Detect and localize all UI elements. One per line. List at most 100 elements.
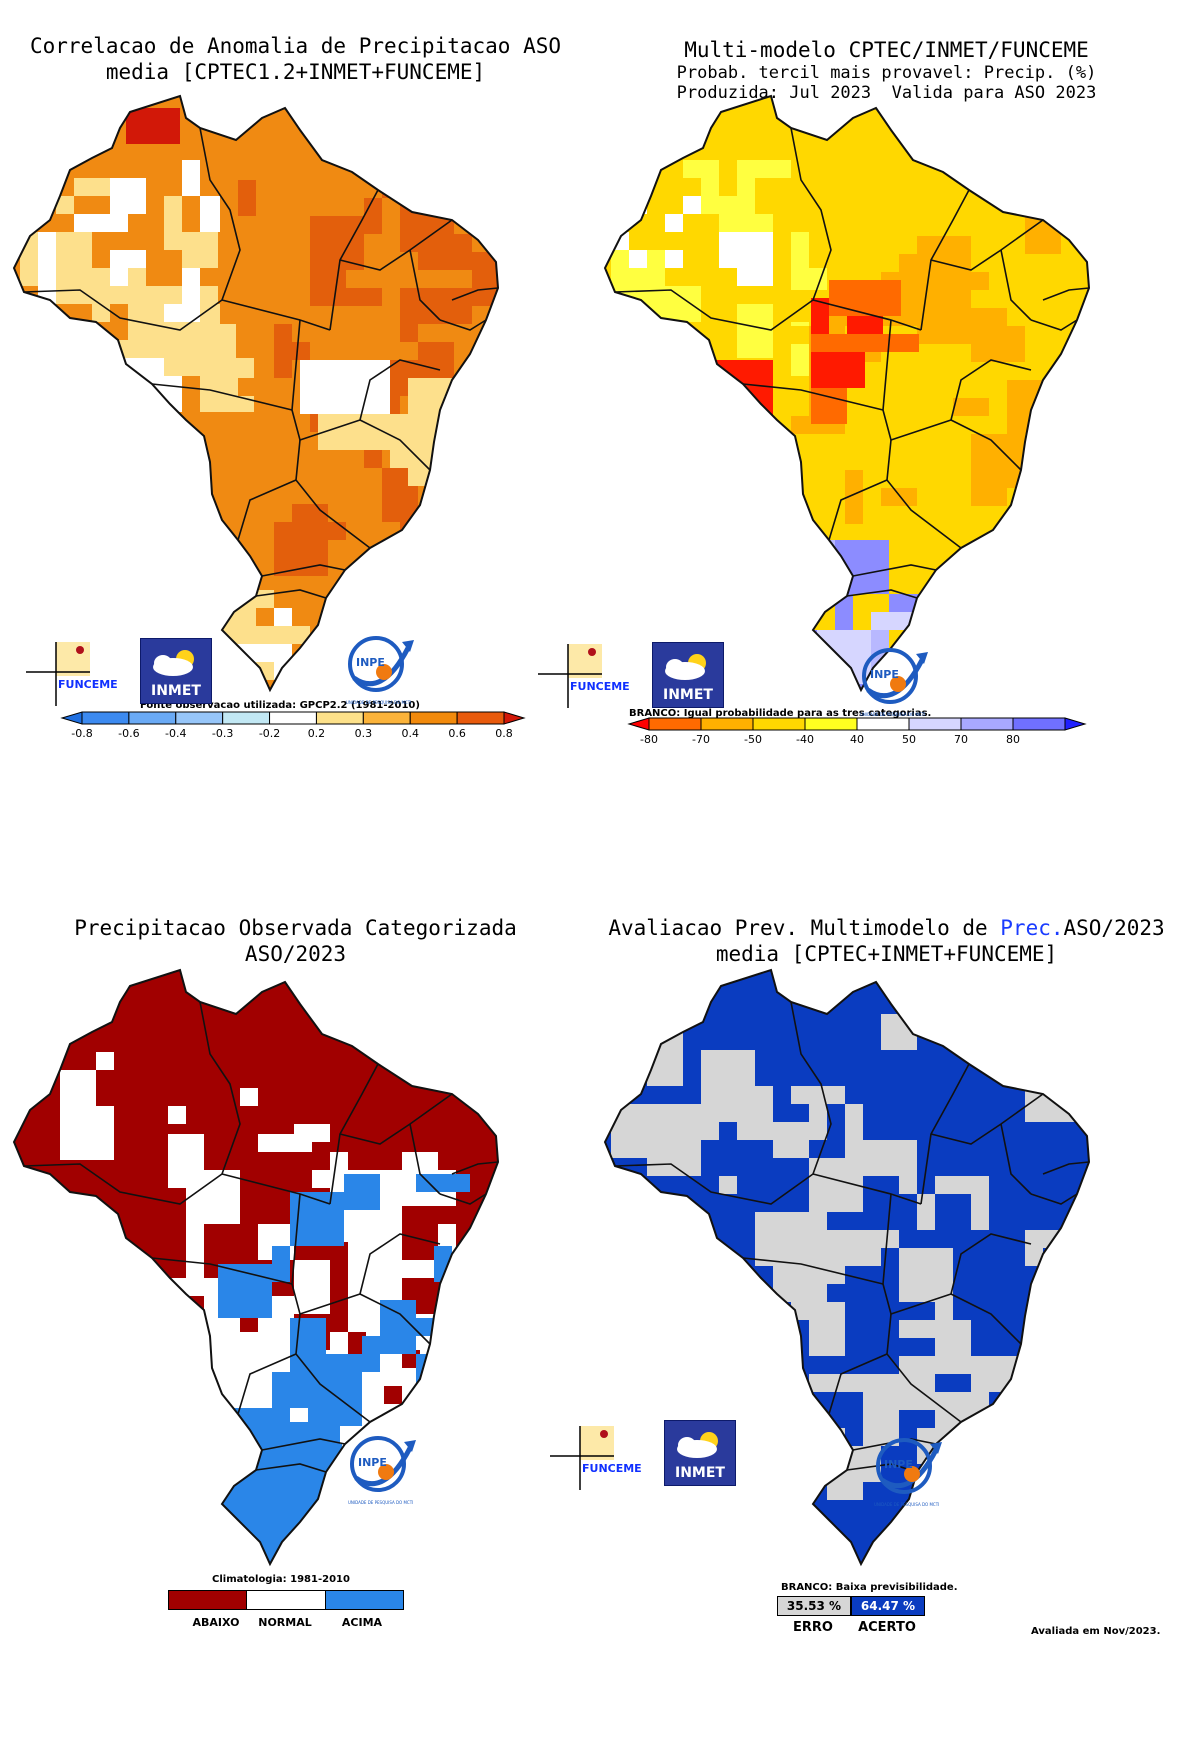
grid-cell [665,1050,683,1068]
grid-cell [308,1336,326,1354]
state-border [237,1353,297,1415]
grid-cell [719,304,737,322]
grid-cell [871,576,889,594]
grid-cell [791,1140,809,1158]
grid-cell [971,1176,989,1194]
grid-cell [1043,344,1061,362]
grid-cell [256,644,274,662]
grid-cell [1025,236,1043,254]
state-border [237,479,297,541]
white-note: BRANCO: Igual probabilidade para as tres… [629,708,932,719]
grid-cell [845,1482,863,1500]
legend-tick-label: 0.8 [495,727,513,740]
grid-cell [222,1386,240,1404]
grid-cell [737,304,755,322]
grid-cell [809,1410,827,1428]
grid-cell [274,342,292,360]
grid-cell [128,304,146,322]
grid-cell [164,358,182,376]
grid-cell [827,1302,845,1320]
state-border [23,289,223,331]
grid-cell [989,1428,1007,1446]
funceme-label: FUNCEME [570,680,630,693]
grid-cell [300,396,318,414]
grid-cell [216,1552,234,1564]
grid-cell [310,252,328,270]
grid-cell [701,286,719,304]
grid-cell [128,286,146,304]
grid-cell [292,504,310,522]
grid-cell [935,236,953,254]
grid-cell [917,200,935,218]
grid-cell [971,452,989,470]
grid-cell [162,108,180,126]
grid-cell [683,178,701,196]
panel-evaluation: Avaliacao Prev. Multimodelo de Prec.ASO/… [591,874,1182,1748]
grid-cell [827,200,845,218]
state-border [742,1257,884,1285]
legend-tick-label: 80 [1006,733,1020,746]
grid-cell [310,270,328,288]
grid-cell [683,160,701,178]
category-label-below: ABAIXO [192,1616,240,1629]
grid-cell [274,252,292,270]
grid-cell [917,1320,935,1338]
grid-cell [953,308,971,326]
grid-cell [216,1444,234,1462]
grid-cell [827,1158,845,1176]
grid-cell [236,394,254,412]
grid-cell [182,322,200,340]
legend-swatch [269,711,317,725]
grid-cell [863,1392,881,1410]
grid-cell [953,236,971,254]
grid-cell [701,1338,719,1356]
grid-cell [384,1368,402,1386]
grid-cell [847,280,865,298]
grid-cell [204,1188,222,1206]
grid-cell [96,1052,114,1070]
grid-cell [755,1212,773,1230]
grid-cell [899,1176,917,1194]
grid-cell [935,326,953,344]
state-border [828,1353,888,1415]
grid-cell [611,1140,629,1158]
funceme-mark-icon [550,1426,614,1490]
grid-cell [971,1374,989,1392]
grid-cell [1043,1104,1061,1122]
grid-cell [402,1404,420,1422]
grid-cell [382,468,400,486]
grid-cell [719,1320,737,1338]
grid-cell [953,1392,971,1410]
grid-cell [364,288,382,306]
grid-cell [773,1212,791,1230]
grid-cell [372,432,390,450]
grid-cell [1007,1374,1025,1392]
grid-cell [168,1350,186,1368]
grid-cell [146,286,164,304]
grid-cell [416,1390,434,1408]
state-border [255,589,327,599]
grid-cell [755,1248,773,1266]
grid-cell [366,1368,384,1386]
grid-cell [629,232,647,250]
grid-cell [971,1410,989,1428]
legend-tick-label: -0.3 [212,727,233,740]
grid-cell [204,1278,222,1296]
grid-cell [150,1296,168,1314]
grid-cell [276,1134,294,1152]
grid-cell [791,340,809,358]
grid-cell [791,250,809,268]
grid-cell [989,1446,1007,1464]
grid-cell [647,1464,665,1482]
grid-cell [60,1088,78,1106]
grid-cell [647,1140,665,1158]
grid-cell [917,272,935,290]
grid-cell [218,394,236,412]
grid-cell [92,286,110,304]
grid-cell [288,1552,306,1564]
legend-swatch [648,717,702,731]
grid-cell [1025,362,1043,380]
source-note: Fonte observacao utilizada: GPCP2.2 (198… [140,700,420,711]
grid-cell [436,360,454,378]
state-border [886,1313,962,1423]
